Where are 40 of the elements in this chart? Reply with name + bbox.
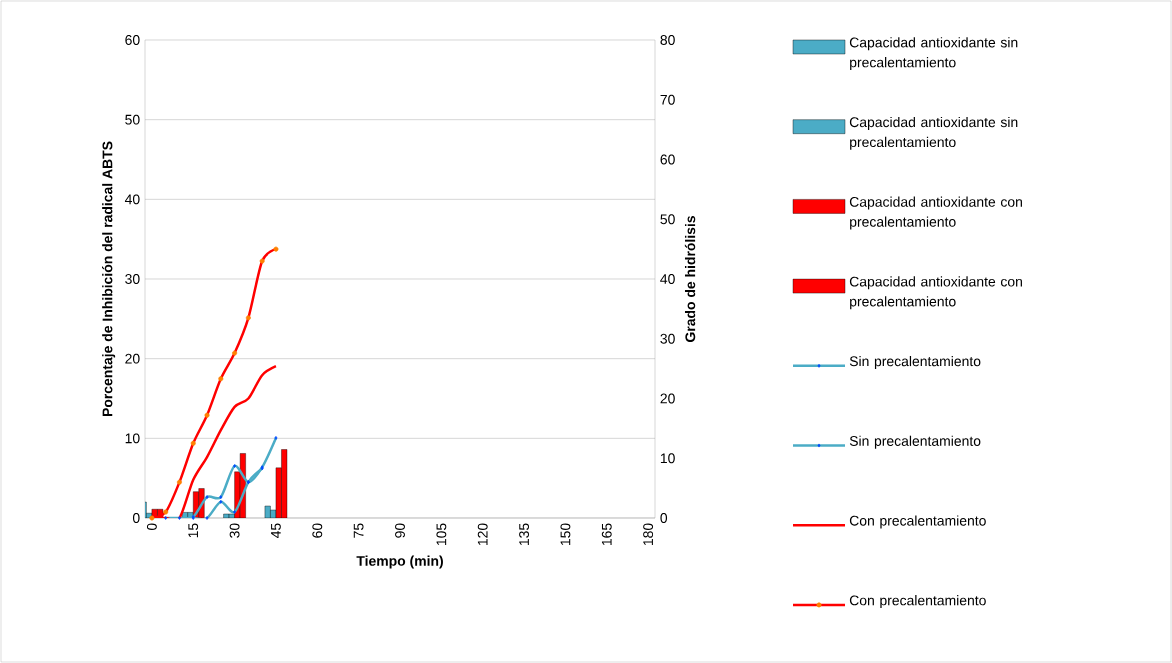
legend-label: Sin precalentamiento [849, 435, 981, 449]
y2-tick-label: 80 [660, 35, 675, 45]
y2-tick-label: 40 [660, 274, 675, 284]
y2-tick-label: 50 [660, 214, 675, 225]
y2-tick-label: 0 [660, 513, 668, 523]
x-tick-label: 45 [271, 523, 281, 539]
y-tick-label: 10 [125, 433, 140, 444]
y-tick-label: 30 [125, 274, 140, 284]
x-tick-label: 30 [229, 523, 240, 538]
y-tick-label: 60 [125, 35, 140, 45]
x-tick-label: 90 [395, 523, 405, 538]
legend-label: Capacidad antioxidante con precalentamiento [849, 196, 1022, 230]
x-tick-label: 105 [436, 523, 447, 546]
legend-label: Con precalentamiento [849, 595, 986, 609]
x-axis-title: Tiempo (min) [356, 555, 443, 569]
y-tick-label: 0 [132, 513, 140, 523]
y2-tick-label: 20 [660, 393, 675, 404]
legend-label: Sin precalentamiento [849, 355, 981, 369]
y2-tick-label: 70 [660, 94, 675, 105]
x-tick-label: 15 [188, 523, 199, 538]
x-tick-label: 0 [146, 523, 157, 531]
y2-tick-label: 60 [660, 154, 675, 165]
legend-label: Capacidad antioxidante sin precalentamiento [849, 37, 1018, 71]
legend-label: Con precalentamiento [849, 515, 986, 529]
x-tick-label: 60 [312, 523, 323, 538]
x-tick-label: 180 [643, 523, 654, 546]
legend-label: Capacidad antioxidante sin precalentamiento [849, 116, 1018, 150]
y-tick-label: 20 [125, 353, 140, 364]
x-tick-label: 75 [353, 523, 364, 538]
y2-axis-title: Grado de hidrólisis [684, 216, 696, 342]
y2-tick-label: 10 [660, 453, 675, 464]
y-axis-title: Porcentaje de Inhibición del radical ABTS [102, 141, 116, 417]
y-tick-label: 40 [124, 194, 140, 205]
y2-tick-label: 30 [660, 333, 675, 344]
x-tick-label: 150 [560, 523, 571, 546]
y-tick-label: 50 [125, 114, 140, 125]
x-tick-label: 120 [477, 523, 488, 546]
x-tick-label: 165 [601, 523, 612, 546]
x-tick-label: 135 [519, 523, 529, 546]
legend-label: Capacidad antioxidante con precalentamiento [849, 276, 1022, 310]
